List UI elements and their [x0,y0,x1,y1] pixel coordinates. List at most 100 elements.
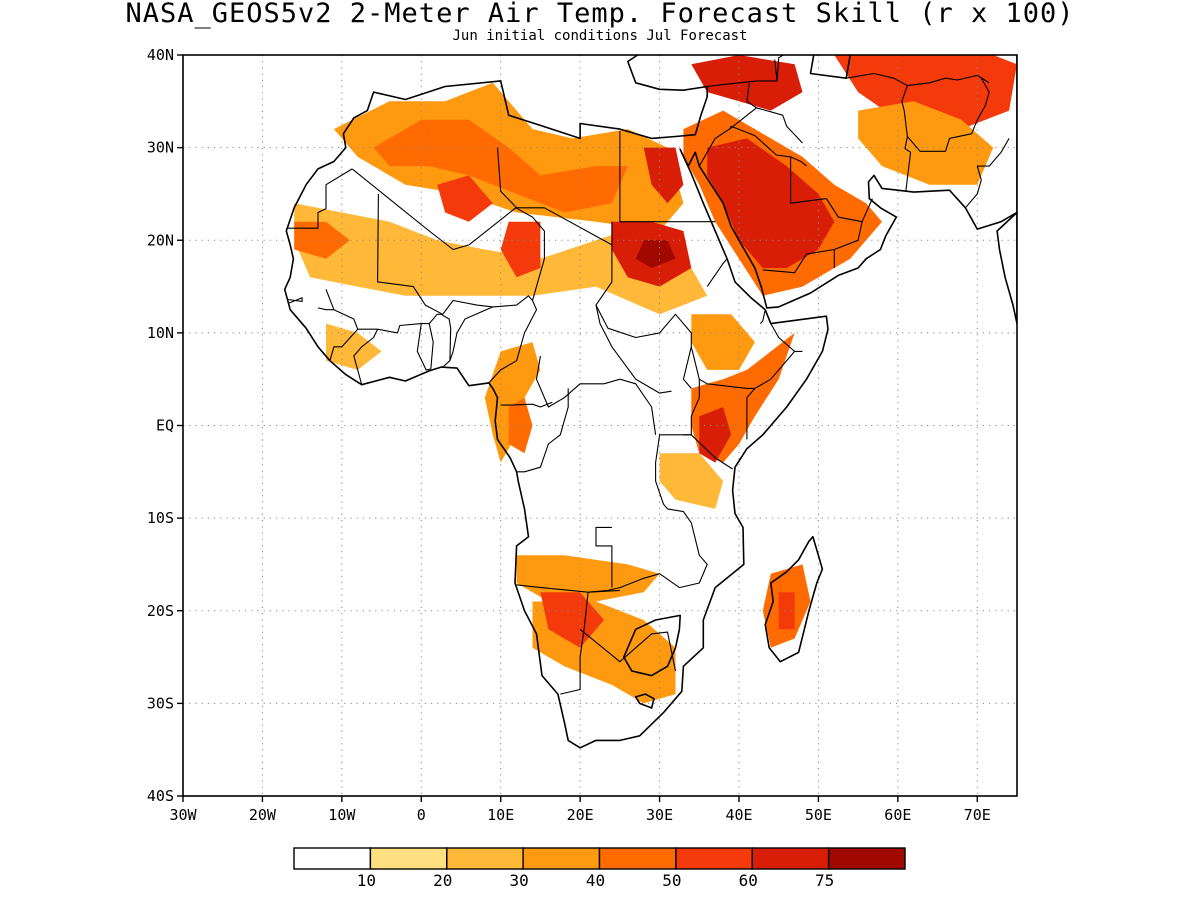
country-border-7 [560,379,708,695]
skill-region-19 [326,323,382,370]
coastline-3 [634,693,655,709]
country-border-11 [516,388,569,473]
country-border-37 [833,221,863,268]
country-border-12 [500,401,553,408]
country-border-35 [790,156,827,204]
country-border-30 [698,125,807,167]
country-border-26 [287,297,303,304]
x-tick-label-60E: 60E [884,806,911,824]
country-border-23 [488,300,538,384]
country-border-20 [416,323,431,371]
x-tick-label-30E: 30E [646,806,673,824]
country-border-38 [762,248,835,274]
colorbar: 10 20 30 40 50 60 75 [293,847,906,890]
x-tick-label-0: 0 [417,806,426,824]
country-border-29 [706,258,728,287]
coastline-2 [623,614,681,677]
country-border-27 [770,323,795,352]
colorbar-swatch-2 [446,847,524,870]
gridlines [183,55,1017,796]
x-tick-label-20W: 20W [249,806,277,824]
skill-region-3 [294,221,350,259]
skill-region-4 [437,175,493,222]
country-border-31 [729,82,758,130]
country-border-36 [825,198,873,223]
y-tick-label-40N: 40N [147,46,174,64]
country-borders [286,55,1010,695]
colorbar-swatch-4 [598,847,677,870]
y-tick-label-20S: 20S [147,602,174,620]
colorbar-swatch-5 [675,847,754,870]
skill-region-2 [373,119,628,213]
x-tick-label-10E: 10E [487,806,514,824]
x-tick-label-70E: 70E [964,806,991,824]
skill-region-20 [516,555,660,602]
country-border-25 [317,307,334,311]
x-tick-label-10W: 10W [328,806,356,824]
coastline-1 [764,535,824,663]
country-border-16 [579,628,677,672]
y-axis-ticks: 40N 30N 20N 10N EQ 10S 20S 30S 40S [147,46,183,805]
x-tick-label-40E: 40E [725,806,752,824]
country-border-13 [535,355,621,408]
colorbar-label-20: 20 [433,871,452,890]
colorbar-swatch-0 [293,847,372,870]
chart-subtitle: Jun initial conditions Jul Forecast [452,28,748,44]
country-border-33 [756,107,803,144]
colorbar-label-40: 40 [586,871,605,890]
x-tick-label-30W: 30W [169,806,197,824]
colorbar-label-10: 10 [357,871,376,890]
country-border-3 [619,131,716,223]
skill-region-12 [834,55,1017,130]
skill-region-18 [508,397,533,454]
coastline-0 [283,55,1017,749]
skill-region-25 [659,453,724,509]
country-border-41 [964,138,1010,209]
country-border-24 [329,328,359,361]
country-border-14 [595,526,613,588]
skill-region-8 [643,147,684,204]
country-border-15 [516,584,620,593]
y-tick-label-30N: 30N [147,139,174,157]
country-border-21 [428,323,434,370]
x-tick-label-20E: 20E [567,806,594,824]
country-border-5 [595,304,803,389]
skill-region-22 [540,592,604,648]
country-border-6 [682,346,692,389]
colorbar-swatch-3 [522,847,601,870]
country-border-1 [496,147,517,209]
y-tick-label-20N: 20N [147,231,174,249]
skill-region-1 [294,203,708,315]
colorbar-swatch-7 [827,847,906,870]
y-tick-label-30S: 30S [147,694,174,712]
colorbar-label-50: 50 [662,871,681,890]
x-tick-label-50E: 50E [805,806,832,824]
chart-title: NASA_GEOS5v2 2-Meter Air Temp. Forecast … [125,0,1075,29]
colorbar-label-30: 30 [509,871,528,890]
country-border-28 [759,309,766,324]
country-border-22 [449,306,494,361]
country-border-34 [774,59,778,81]
country-border-42 [846,72,990,87]
skill-region-15 [699,407,732,463]
y-tick-label-10N: 10N [147,324,174,342]
skill-region-11 [691,55,803,111]
country-border-8 [746,388,756,440]
country-border-17 [286,168,353,229]
y-tick-label-10S: 10S [147,509,174,527]
country-border-19 [353,328,379,385]
country-border-10 [619,378,657,435]
colorbar-swatch-6 [751,847,830,870]
skill-region-7 [635,240,676,268]
skill-region-13 [858,101,994,185]
country-border-40 [906,77,990,152]
colorbar-swatch-1 [369,847,448,870]
colorbar-label-60: 60 [739,871,758,890]
skill-region-5 [500,221,541,278]
coastlines [283,55,1017,749]
country-border-9 [683,434,733,470]
colorbar-label-75: 75 [815,871,834,890]
skill-region-24 [778,592,795,630]
y-tick-label-40S: 40S [147,787,174,805]
